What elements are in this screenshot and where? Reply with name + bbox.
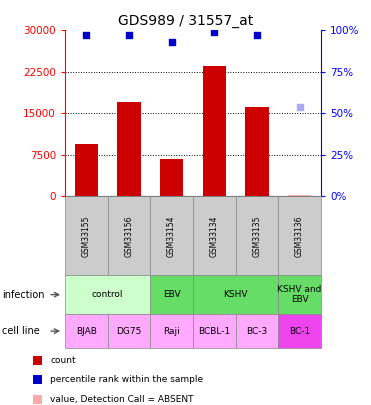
Text: GSM33155: GSM33155 <box>82 215 91 257</box>
Point <box>83 32 89 38</box>
Text: GSM33154: GSM33154 <box>167 215 176 257</box>
Text: cell line: cell line <box>2 326 40 336</box>
Text: EBV: EBV <box>163 290 180 299</box>
Text: control: control <box>92 290 123 299</box>
Text: GSM33135: GSM33135 <box>252 215 262 257</box>
Text: KSHV: KSHV <box>223 290 248 299</box>
Text: GSM33136: GSM33136 <box>295 215 304 257</box>
Text: KSHV and
EBV: KSHV and EBV <box>278 285 322 304</box>
Point <box>168 39 174 45</box>
Text: infection: infection <box>2 290 45 300</box>
Bar <box>117 102 141 196</box>
Text: value, Detection Call = ABSENT: value, Detection Call = ABSENT <box>50 395 194 404</box>
Point <box>254 32 260 38</box>
Text: BC-1: BC-1 <box>289 326 310 336</box>
Point <box>211 29 217 35</box>
Bar <box>75 144 98 196</box>
Text: Raji: Raji <box>163 326 180 336</box>
Text: GDS989 / 31557_at: GDS989 / 31557_at <box>118 14 253 28</box>
Text: BCBL-1: BCBL-1 <box>198 326 230 336</box>
Text: count: count <box>50 356 76 365</box>
Text: BJAB: BJAB <box>76 326 97 336</box>
Bar <box>160 159 183 196</box>
Text: GSM33156: GSM33156 <box>124 215 134 257</box>
Point <box>126 32 132 38</box>
Bar <box>245 107 269 196</box>
Text: percentile rank within the sample: percentile rank within the sample <box>50 375 203 384</box>
Point <box>297 104 303 110</box>
Text: GSM33134: GSM33134 <box>210 215 219 257</box>
Text: BC-3: BC-3 <box>246 326 267 336</box>
Bar <box>203 66 226 196</box>
Text: DG75: DG75 <box>116 326 142 336</box>
Bar <box>288 195 311 196</box>
